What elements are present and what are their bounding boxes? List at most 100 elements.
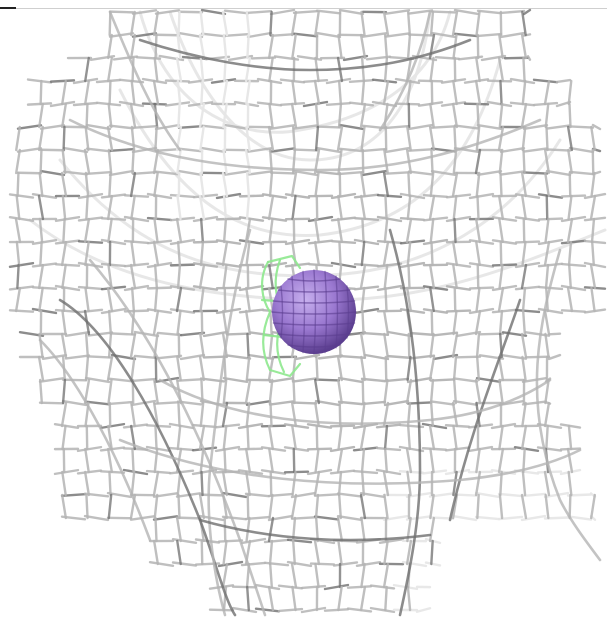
mesh-edge-horizontal	[361, 169, 388, 177]
mesh-edge-horizontal	[376, 262, 403, 268]
mesh-edge-vertical	[292, 378, 296, 405]
mesh-edge-vertical	[566, 125, 574, 152]
mesh-edge-vertical	[153, 263, 159, 290]
mesh-edge-horizontal	[307, 262, 334, 268]
mesh-edge-vertical	[246, 33, 250, 60]
mesh-edge-vertical	[198, 355, 206, 382]
mesh-edge-horizontal	[100, 262, 127, 268]
mesh-edge-horizontal	[514, 308, 541, 314]
mesh-edge-horizontal	[85, 147, 112, 153]
mesh-edge-vertical	[407, 263, 411, 290]
mesh-edge-vertical	[405, 539, 413, 566]
mesh-edge-horizontal	[330, 192, 357, 200]
mesh-edge-horizontal	[338, 170, 365, 176]
mesh-edge-horizontal	[445, 309, 472, 313]
mesh-edge-vertical	[521, 401, 527, 428]
mesh-edge-vertical	[84, 447, 90, 474]
mesh-edge-horizontal	[499, 170, 526, 176]
mesh-edge-vertical	[405, 378, 413, 405]
mesh-edge-horizontal	[555, 78, 572, 84]
mesh-edge-vertical	[290, 171, 298, 198]
mesh-edge-vertical	[245, 171, 251, 198]
atom-sphere[interactable]	[271, 269, 357, 355]
mesh-edge-horizontal	[192, 193, 219, 199]
atom-sphere-body[interactable]	[272, 270, 356, 354]
mesh-edge-vertical	[267, 516, 275, 543]
mesh-edge-vertical	[360, 516, 366, 543]
mesh-edge-vertical	[290, 493, 298, 520]
ligand-bond	[268, 362, 302, 378]
mesh-edge-vertical	[84, 286, 90, 313]
mesh-edge-horizontal	[192, 215, 219, 223]
mesh-edge-vertical	[267, 286, 275, 313]
mesh-edge-horizontal	[547, 353, 562, 361]
mesh-edge-horizontal	[429, 378, 456, 382]
mesh-edge-horizontal	[240, 537, 267, 545]
mesh-edge-horizontal	[480, 54, 507, 62]
mesh-edge-vertical	[429, 102, 435, 129]
mesh-edge-vertical	[499, 79, 503, 106]
mesh-edge-vertical	[291, 585, 297, 612]
mesh-edge-horizontal	[168, 422, 195, 430]
mesh-edge-vertical	[83, 79, 91, 106]
mesh-edge-vertical	[39, 79, 43, 106]
mesh-edge-horizontal	[375, 446, 402, 452]
mesh-edge-horizontal	[84, 376, 111, 384]
mesh-edge-vertical	[198, 263, 206, 290]
mesh-edge-horizontal	[31, 286, 58, 290]
mesh-edge-horizontal	[514, 216, 541, 222]
mesh-edge-horizontal	[214, 445, 241, 453]
mesh-edge-vertical	[336, 125, 344, 152]
mesh-edge-vertical	[153, 56, 159, 83]
mesh-edge-horizontal	[154, 123, 181, 131]
mesh-edge-vertical	[152, 309, 160, 336]
mesh-edge-vertical	[244, 378, 252, 405]
mesh-edge-horizontal	[383, 377, 410, 383]
mesh-edge-horizontal	[445, 285, 472, 291]
mesh-edge-vertical	[566, 447, 574, 474]
mesh-edge-vertical	[153, 286, 159, 313]
mesh-edge-vertical	[590, 125, 596, 152]
mesh-edge-horizontal	[406, 401, 433, 405]
mesh-edge-horizontal	[315, 125, 342, 129]
mesh-edge-vertical	[361, 217, 365, 244]
mesh-edge-horizontal	[424, 561, 442, 567]
mesh-edge-vertical	[384, 585, 388, 612]
mesh-edge-vertical	[383, 217, 389, 244]
mesh-edge-horizontal	[169, 263, 196, 267]
mesh-edge-horizontal	[386, 354, 413, 360]
sphere-latitude-line	[277, 289, 351, 293]
mesh-edge-vertical	[315, 355, 319, 382]
mesh-edge-vertical	[429, 401, 435, 428]
mesh-edge-vertical	[200, 79, 204, 106]
mesh-edge-horizontal	[547, 332, 562, 336]
mesh-edge-horizontal	[108, 32, 135, 38]
mesh-edge-vertical	[16, 171, 20, 198]
mesh-edge-vertical	[176, 33, 182, 60]
mesh-edge-vertical	[360, 56, 366, 83]
mesh-edge-vertical	[406, 79, 412, 106]
mesh-edge-horizontal	[514, 240, 541, 244]
mesh-edge-vertical	[38, 332, 44, 359]
mesh-edge-vertical	[360, 171, 366, 198]
mesh-edge-vertical	[177, 493, 181, 520]
mesh-edge-horizontal	[8, 261, 35, 269]
mesh-edge-horizontal	[384, 9, 411, 15]
mesh-edge-vertical	[314, 125, 320, 152]
mesh-edge-horizontal	[384, 32, 411, 38]
mesh-edge-vertical	[544, 217, 550, 244]
mesh-edge-vertical	[291, 125, 297, 152]
mesh-edge-vertical	[268, 562, 274, 589]
mesh-edge-vertical	[430, 240, 434, 267]
mesh-edge-horizontal	[409, 331, 436, 337]
mesh-edge-horizontal	[76, 445, 103, 453]
mesh-edge-horizontal	[284, 238, 311, 246]
mesh-edge-vertical	[383, 493, 389, 520]
mesh-edge-horizontal	[169, 285, 196, 291]
mesh-edge-horizontal	[421, 422, 448, 430]
mesh-edge-horizontal	[223, 123, 250, 131]
mesh-edge-horizontal	[376, 284, 403, 292]
mesh-edge-horizontal	[560, 194, 587, 198]
